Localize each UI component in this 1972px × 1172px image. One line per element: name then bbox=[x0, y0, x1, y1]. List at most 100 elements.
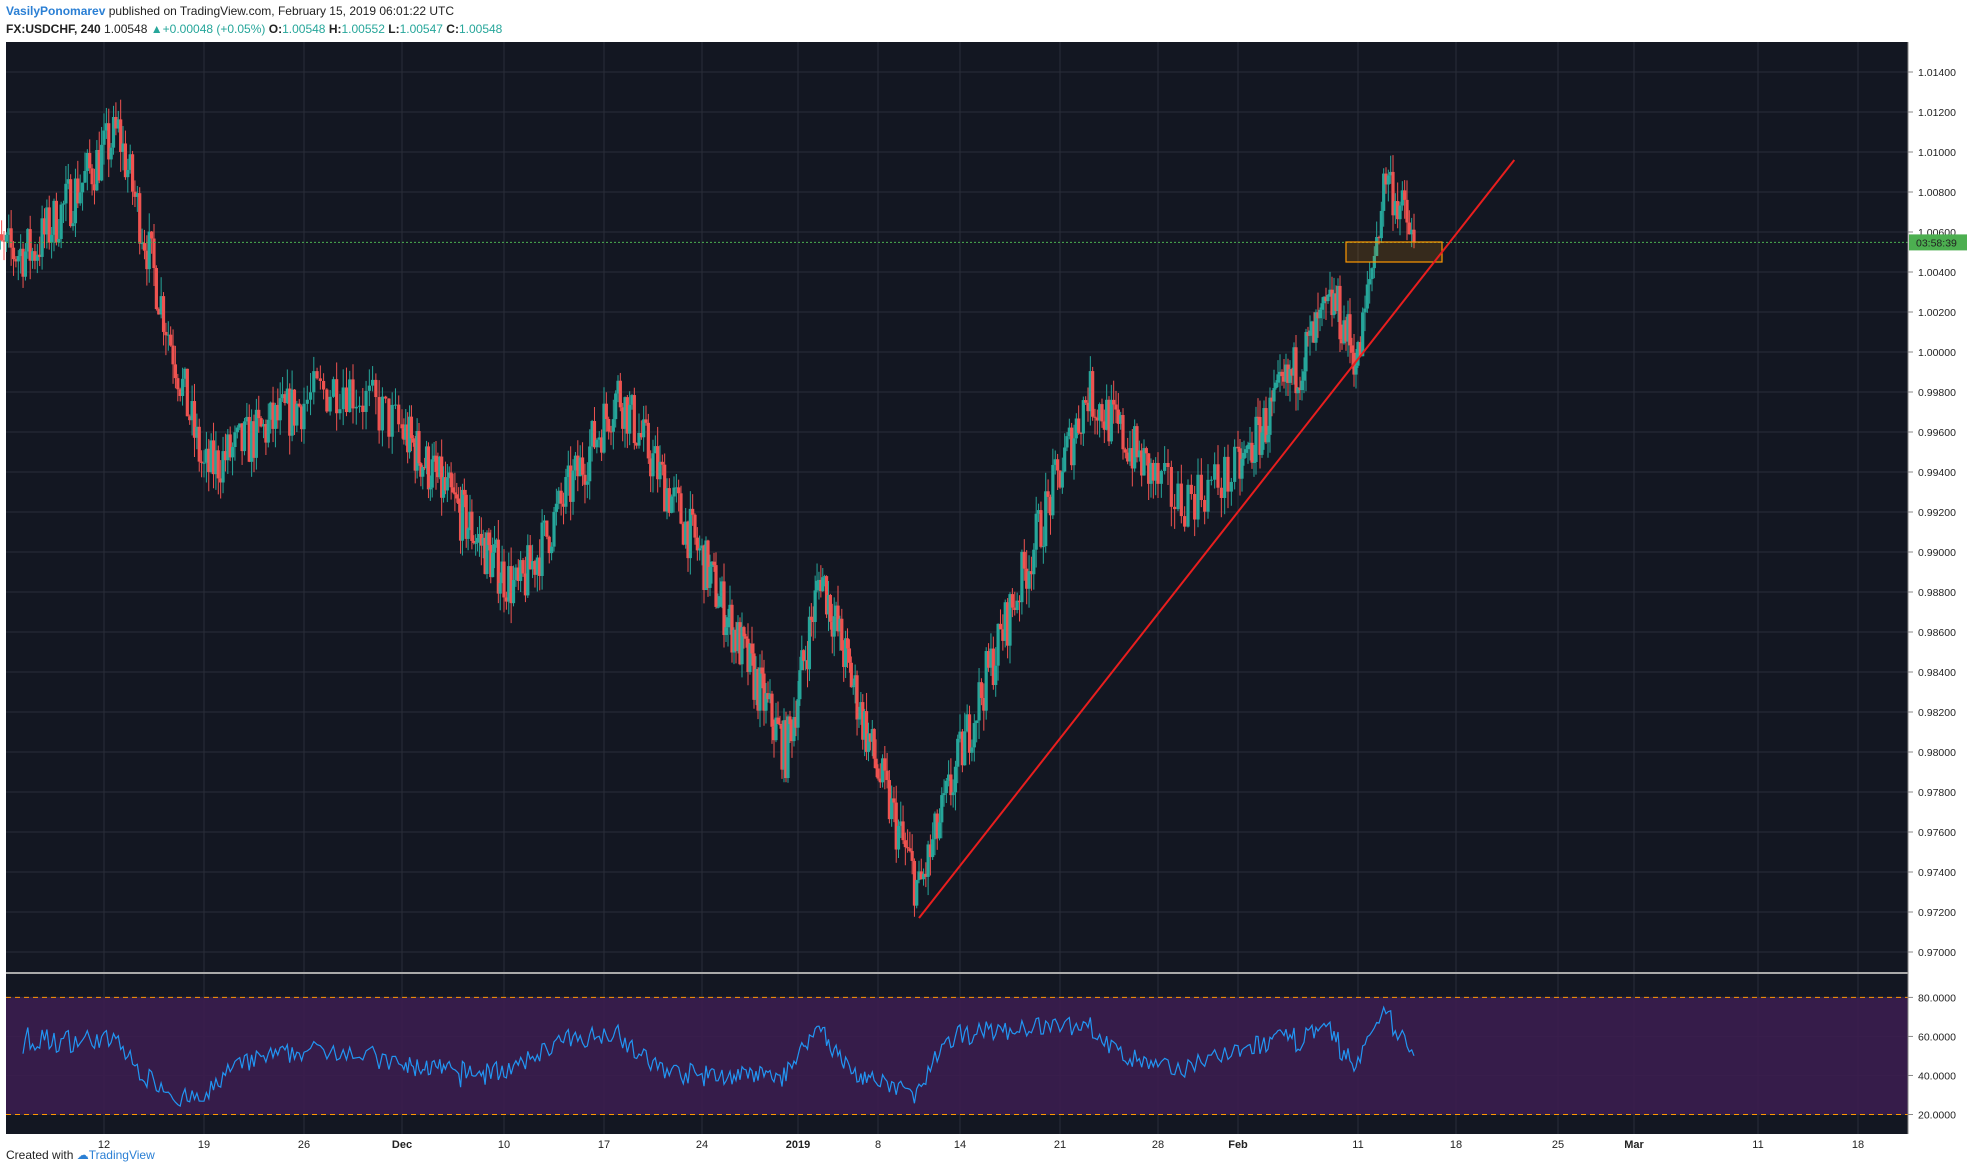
candle-body bbox=[458, 503, 463, 541]
candle-body bbox=[778, 723, 782, 726]
candle-body bbox=[1213, 464, 1217, 480]
candle-body bbox=[656, 446, 660, 480]
candle-body bbox=[157, 309, 161, 315]
candle-body bbox=[1114, 404, 1118, 410]
author-link[interactable]: VasilyPonomarev bbox=[6, 4, 106, 18]
candle-body bbox=[588, 446, 592, 482]
candle-body bbox=[578, 457, 582, 477]
candle-body bbox=[407, 416, 412, 453]
rsi-tick-label: 60.0000 bbox=[1918, 1031, 1956, 1043]
time-tick-label: 19 bbox=[198, 1139, 210, 1151]
time-tick-label: 2019 bbox=[786, 1139, 810, 1151]
candle-body bbox=[1209, 479, 1213, 481]
publish-info: VasilyPonomarev published on TradingView… bbox=[6, 4, 454, 18]
support-box[interactable] bbox=[1345, 241, 1443, 263]
candle-body bbox=[61, 203, 66, 205]
candle-body bbox=[462, 489, 466, 495]
candle-body bbox=[475, 537, 480, 543]
candle-body bbox=[863, 711, 867, 740]
candle-body bbox=[538, 557, 542, 576]
candle-body bbox=[357, 405, 362, 407]
candle-body bbox=[611, 419, 615, 432]
candle-body bbox=[271, 402, 275, 429]
candle-body bbox=[1363, 308, 1367, 313]
candle-body bbox=[986, 651, 991, 668]
candle-body bbox=[111, 116, 116, 148]
candle-body bbox=[1393, 201, 1397, 216]
candle-body bbox=[1081, 400, 1085, 434]
candle-body bbox=[1121, 414, 1125, 450]
low-value: 1.00547 bbox=[399, 22, 443, 36]
candle-body bbox=[1290, 369, 1294, 376]
candle-body bbox=[1001, 629, 1005, 641]
candle-body bbox=[297, 403, 301, 407]
time-axis[interactable]: 12 19 26 Dec 10 17 24 2019 8 14 21 28 Feb 11 18 25 Mar 11… bbox=[98, 1139, 1864, 1151]
candle-body bbox=[1159, 470, 1163, 484]
candle-body bbox=[1105, 399, 1109, 430]
candle-body bbox=[195, 426, 199, 438]
price-tick-label: 1.00800 bbox=[1918, 187, 1956, 199]
candle-body bbox=[838, 618, 842, 632]
candle-body bbox=[16, 256, 20, 262]
candle-body bbox=[776, 717, 780, 724]
candle-body bbox=[474, 542, 478, 544]
candle-body bbox=[564, 477, 568, 507]
candle-body bbox=[69, 179, 73, 227]
candle-body bbox=[732, 629, 736, 653]
candle-body bbox=[380, 396, 384, 431]
candle-body bbox=[216, 450, 220, 479]
candle-body bbox=[507, 566, 511, 602]
time-tick-label: Dec bbox=[392, 1139, 412, 1151]
price-tick-label: 0.98600 bbox=[1918, 627, 1956, 639]
time-tick-label: 21 bbox=[1054, 1139, 1066, 1151]
time-tick-label: 18 bbox=[1450, 1139, 1462, 1151]
candle-body bbox=[552, 511, 556, 547]
candle-body bbox=[798, 670, 802, 700]
candle-body bbox=[1086, 402, 1090, 412]
rsi-axis[interactable]: 80.0000 60.0000 40.0000 20.0000 bbox=[1908, 992, 1956, 1121]
candle-body bbox=[121, 143, 125, 152]
candle-body bbox=[864, 711, 869, 752]
candle-body bbox=[1410, 229, 1414, 235]
candle-body bbox=[573, 455, 578, 471]
candle-body bbox=[906, 847, 910, 849]
price-tick-label: 1.00400 bbox=[1918, 267, 1956, 279]
candle-body bbox=[917, 871, 921, 881]
candle-body bbox=[602, 403, 606, 453]
price-tick-label: 0.98800 bbox=[1918, 587, 1956, 599]
candle-body bbox=[618, 380, 622, 408]
candle-body bbox=[178, 389, 182, 397]
candle-body bbox=[1278, 371, 1282, 375]
candle-body bbox=[991, 648, 995, 686]
time-tick-label: Feb bbox=[1228, 1139, 1248, 1151]
candle-body bbox=[1102, 421, 1106, 430]
candle-body bbox=[447, 472, 451, 478]
candle-body bbox=[876, 768, 880, 779]
candle-body bbox=[887, 780, 891, 820]
candle-body bbox=[202, 462, 206, 464]
candle-body bbox=[245, 416, 249, 422]
candle-body bbox=[845, 638, 850, 649]
tradingview-brand[interactable]: TradingView bbox=[88, 1148, 155, 1162]
candle-body bbox=[872, 729, 876, 759]
candle-body bbox=[278, 398, 282, 421]
candle-body bbox=[264, 423, 268, 443]
symbol-name[interactable]: FX:USDCHF, 240 bbox=[6, 22, 101, 36]
candle-body bbox=[937, 822, 942, 839]
candle-body bbox=[698, 548, 702, 551]
candle-body bbox=[1013, 607, 1017, 611]
trendline[interactable] bbox=[918, 159, 1516, 919]
candle-body bbox=[477, 533, 482, 538]
candle-body bbox=[693, 514, 697, 538]
candle-body bbox=[637, 432, 641, 446]
candle-body bbox=[1142, 448, 1146, 476]
candle-body bbox=[171, 345, 175, 365]
change-up-icon: ▲ bbox=[150, 22, 163, 36]
candle-body bbox=[742, 627, 746, 637]
candle-body bbox=[52, 200, 56, 235]
price-axis[interactable]: 1.014001.012001.010001.008001.006001.004… bbox=[1908, 67, 1956, 959]
candle-body bbox=[965, 714, 969, 732]
candle-body bbox=[646, 422, 650, 459]
candle-body bbox=[1186, 484, 1190, 527]
